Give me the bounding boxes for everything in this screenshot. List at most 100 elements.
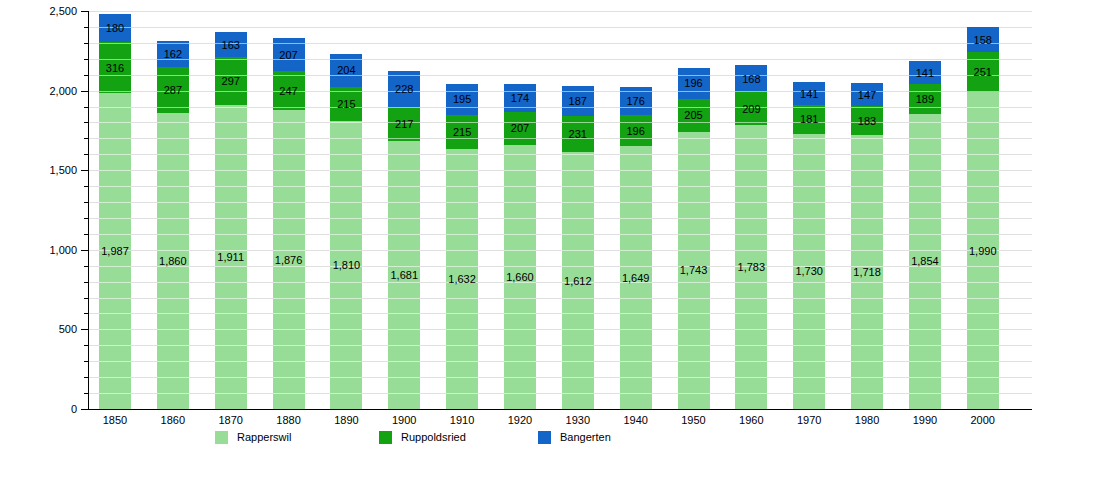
- bar-value-label: 1,649: [622, 272, 650, 283]
- bar-gridline-stripe: [678, 377, 710, 378]
- bar-gridline-stripe: [446, 218, 478, 219]
- bar-gridline-stripe: [273, 345, 305, 346]
- bar-gridline-stripe: [388, 75, 420, 76]
- bar-gridline-stripe: [504, 361, 536, 362]
- bar-gridline-stripe: [388, 345, 420, 346]
- x-axis-tick-label: 1890: [316, 414, 376, 427]
- bar-value-label: 1,743: [680, 265, 708, 276]
- bar-gridline-stripe: [330, 345, 362, 346]
- bar-gridline-stripe: [620, 345, 652, 346]
- bar-gridline-stripe: [157, 170, 189, 171]
- bar-gridline-stripe: [99, 186, 131, 187]
- bar-gridline-stripe: [446, 91, 478, 92]
- bar-gridline-stripe: [330, 218, 362, 219]
- bar-gridline-stripe: [909, 218, 941, 219]
- bar-gridline-stripe: [967, 266, 999, 267]
- bar-gridline-stripe: [967, 377, 999, 378]
- bar-gridline-stripe: [678, 329, 710, 330]
- bar-gridline-stripe: [851, 313, 883, 314]
- bar-gridline-stripe: [909, 393, 941, 394]
- bar-gridline-stripe: [388, 138, 420, 139]
- bar-gridline-stripe: [446, 202, 478, 203]
- bar-gridline-stripe: [851, 298, 883, 299]
- bar-gridline-stripe: [215, 186, 247, 187]
- bar-gridline-stripe: [215, 298, 247, 299]
- x-axis-tick-label: 1920: [490, 414, 550, 427]
- bar-gridline-stripe: [273, 266, 305, 267]
- bar-gridline-stripe: [330, 298, 362, 299]
- x-axis-tick-label: 1870: [201, 414, 261, 427]
- bar-gridline-stripe: [620, 234, 652, 235]
- y-axis-major-tick: [81, 409, 88, 410]
- bar-gridline-stripe: [273, 361, 305, 362]
- bar-gridline-stripe: [909, 282, 941, 283]
- bar-gridline-stripe: [620, 361, 652, 362]
- bar-gridline-stripe: [735, 170, 767, 171]
- bar-gridline-stripe: [793, 313, 825, 314]
- bar-gridline-stripe: [330, 91, 362, 92]
- bar-gridline-stripe: [504, 170, 536, 171]
- y-axis-tick-label: 1,000: [31, 244, 77, 256]
- bar-value-label: 1,660: [506, 271, 534, 282]
- bar-value-label: 1,990: [969, 245, 997, 256]
- bar-value-label: 231: [569, 128, 587, 139]
- bar-gridline-stripe: [157, 122, 189, 123]
- bar-gridline-stripe: [157, 282, 189, 283]
- bar-value-label: 147: [858, 89, 876, 100]
- x-axis-tick-label: 1930: [548, 414, 608, 427]
- bar-gridline-stripe: [330, 250, 362, 251]
- bar-gridline-stripe: [735, 138, 767, 139]
- bar-gridline-stripe: [504, 107, 536, 108]
- x-axis-tick-label: 1900: [374, 414, 434, 427]
- bar-gridline-stripe: [157, 329, 189, 330]
- bar-gridline-stripe: [735, 345, 767, 346]
- bar-gridline-stripe: [504, 186, 536, 187]
- bar-gridline-stripe: [215, 91, 247, 92]
- bar-gridline-stripe: [330, 377, 362, 378]
- bar-gridline-stripe: [504, 154, 536, 155]
- bar-value-label: 1,911: [217, 251, 244, 262]
- bar-gridline-stripe: [562, 313, 594, 314]
- bar-gridline-stripe: [967, 202, 999, 203]
- bar-gridline-stripe: [620, 91, 652, 92]
- bar-gridline-stripe: [446, 122, 478, 123]
- bar-gridline-stripe: [909, 329, 941, 330]
- bar-value-label: 1,783: [738, 262, 766, 273]
- bar-gridline-stripe: [735, 361, 767, 362]
- bar-gridline-stripe: [678, 91, 710, 92]
- bar-gridline-stripe: [735, 186, 767, 187]
- bar-gridline-stripe: [330, 154, 362, 155]
- bar-gridline-stripe: [678, 122, 710, 123]
- bar-gridline-stripe: [967, 234, 999, 235]
- bar-gridline-stripe: [851, 282, 883, 283]
- bar-gridline-stripe: [157, 313, 189, 314]
- bar-gridline-stripe: [909, 186, 941, 187]
- bar-gridline-stripe: [273, 107, 305, 108]
- bar-gridline-stripe: [678, 202, 710, 203]
- bar-gridline-stripe: [620, 377, 652, 378]
- bar-gridline-stripe: [678, 282, 710, 283]
- bar-gridline-stripe: [273, 154, 305, 155]
- bar-gridline-stripe: [620, 186, 652, 187]
- bar-gridline-stripe: [793, 393, 825, 394]
- bar-gridline-stripe: [678, 170, 710, 171]
- bar-gridline-stripe: [157, 298, 189, 299]
- bar-value-label: 1,876: [275, 254, 303, 265]
- bar-gridline-stripe: [157, 345, 189, 346]
- bar-gridline-stripe: [909, 377, 941, 378]
- bar-gridline-stripe: [851, 170, 883, 171]
- bar-gridline-stripe: [446, 138, 478, 139]
- bar-gridline-stripe: [157, 75, 189, 76]
- bar-gridline-stripe: [735, 313, 767, 314]
- x-axis-tick-label: 1970: [779, 414, 839, 427]
- bar-value-label: 205: [684, 110, 702, 121]
- bar-gridline-stripe: [909, 313, 941, 314]
- x-axis-line: [88, 409, 1032, 410]
- bar-gridline-stripe: [273, 43, 305, 44]
- bar-gridline-stripe: [273, 313, 305, 314]
- bar-value-label: 189: [916, 93, 934, 104]
- bar-gridline-stripe: [157, 107, 189, 108]
- bar-gridline-stripe: [967, 138, 999, 139]
- bar-gridline-stripe: [273, 329, 305, 330]
- bar-gridline-stripe: [851, 186, 883, 187]
